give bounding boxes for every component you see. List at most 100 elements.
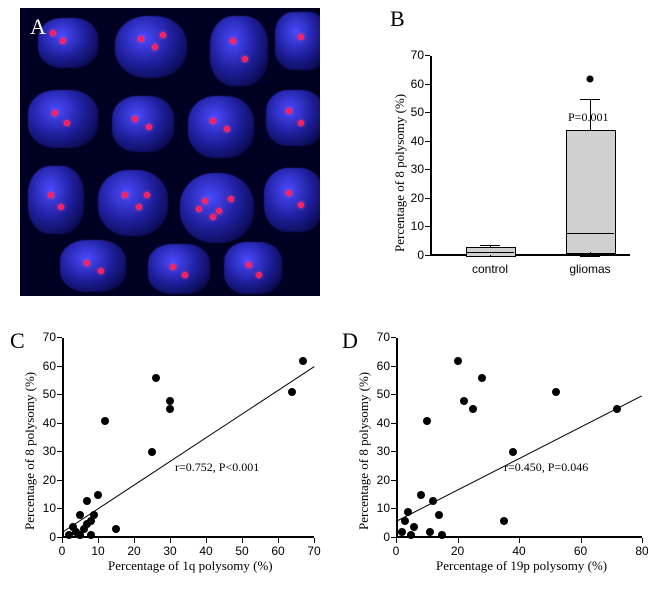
y-tick xyxy=(57,508,62,509)
y-tick xyxy=(57,366,62,367)
y-tick-label: 70 xyxy=(368,330,390,344)
x-tick xyxy=(242,538,243,543)
y-tick xyxy=(425,226,430,227)
chart-c-x-title: Percentage of 1q polysomy (%) xyxy=(108,558,273,574)
scatter-point xyxy=(148,448,156,456)
scatter-point xyxy=(552,388,560,396)
cell-nucleus xyxy=(148,244,210,294)
x-tick xyxy=(98,538,99,543)
x-tick-label: 20 xyxy=(448,544,468,558)
fish-signal-dot xyxy=(136,204,142,210)
cell-nucleus xyxy=(60,240,126,292)
fish-signal-dot xyxy=(60,38,66,44)
scatter-point xyxy=(460,397,468,405)
y-tick xyxy=(425,169,430,170)
x-axis xyxy=(430,254,630,256)
y-tick xyxy=(391,423,396,424)
x-tick-label: 0 xyxy=(52,544,72,558)
panel-b-boxplot: B 010203040506070controlgliomas Percenta… xyxy=(360,0,640,300)
fish-signal-dot xyxy=(64,120,70,126)
scatter-point xyxy=(423,417,431,425)
fish-signal-dot xyxy=(224,126,230,132)
chart-b-y-title: Percentage of 8 polysomy (%) xyxy=(392,94,408,252)
x-tick xyxy=(170,538,171,543)
y-tick-label: 70 xyxy=(402,48,424,62)
fish-signal-dot xyxy=(202,198,208,204)
x-tick-label: 80 xyxy=(632,544,648,558)
y-tick xyxy=(425,198,430,199)
x-tick xyxy=(642,538,643,543)
y-axis xyxy=(62,338,64,538)
panel-d-label: D xyxy=(342,328,358,354)
boxplot-category-label: gliomas xyxy=(560,262,620,276)
fish-signal-dot xyxy=(230,38,236,44)
y-tick xyxy=(425,255,430,256)
y-tick xyxy=(391,394,396,395)
panel-b-label: B xyxy=(390,6,405,32)
boxplot-cap xyxy=(580,256,600,257)
cell-nucleus xyxy=(275,12,320,70)
chart-d-stat: r=0.450, P=0.046 xyxy=(504,460,588,475)
fish-signal-dot xyxy=(144,192,150,198)
x-tick xyxy=(396,538,397,543)
boxplot-box xyxy=(566,130,616,253)
scatter-point xyxy=(469,405,477,413)
scatter-point xyxy=(410,523,418,531)
chart-d-y-title: Percentage of 8 polysomy (%) xyxy=(356,372,372,530)
fish-signal-dot xyxy=(48,192,54,198)
boxplot-cap xyxy=(580,99,600,100)
y-tick xyxy=(57,394,62,395)
fish-signal-dot xyxy=(256,272,262,278)
scatter-point xyxy=(438,531,446,539)
x-tick-label: 40 xyxy=(196,544,216,558)
y-tick-label: 0 xyxy=(368,530,390,544)
scatter-point xyxy=(454,357,462,365)
cell-nucleus xyxy=(28,166,84,234)
fish-signal-dot xyxy=(98,268,104,274)
y-tick xyxy=(425,55,430,56)
scatter-point xyxy=(101,417,109,425)
x-tick xyxy=(314,538,315,543)
y-tick xyxy=(391,366,396,367)
fish-signal-dot xyxy=(170,264,176,270)
cell-nucleus xyxy=(98,170,168,236)
y-tick-label: 60 xyxy=(368,359,390,373)
scatter-point xyxy=(398,528,406,536)
fish-signal-dot xyxy=(50,30,56,36)
cell-nucleus xyxy=(210,16,268,86)
regression-line xyxy=(62,367,315,534)
x-tick-label: 30 xyxy=(160,544,180,558)
x-tick-label: 70 xyxy=(304,544,324,558)
x-tick-label: 20 xyxy=(124,544,144,558)
fish-signal-dot xyxy=(228,196,234,202)
y-tick xyxy=(425,141,430,142)
chart-d-x-title: Percentage of 19p polysomy (%) xyxy=(436,558,607,574)
panel-a-label: A xyxy=(30,14,46,40)
boxplot-category-label: control xyxy=(460,262,520,276)
chart-c-y-title: Percentage of 8 polysomy (%) xyxy=(22,372,38,530)
cell-nucleus xyxy=(264,168,320,232)
fish-signal-dot xyxy=(138,36,144,42)
fish-signal-dot xyxy=(210,214,216,220)
x-tick xyxy=(458,538,459,543)
y-tick-label: 60 xyxy=(34,359,56,373)
fish-signal-dot xyxy=(152,44,158,50)
scatter-point xyxy=(83,497,91,505)
fish-signal-dot xyxy=(84,260,90,266)
scatter-point xyxy=(152,374,160,382)
x-tick xyxy=(206,538,207,543)
regression-line xyxy=(396,395,642,522)
scatter-point xyxy=(87,531,95,539)
y-tick-label: 70 xyxy=(34,330,56,344)
cell-nucleus xyxy=(28,90,98,148)
boxplot-outlier xyxy=(587,75,594,82)
scatter-point xyxy=(509,448,517,456)
fish-signal-dot xyxy=(122,192,128,198)
y-tick xyxy=(391,508,396,509)
boxplot-cap xyxy=(480,245,500,246)
y-tick xyxy=(391,480,396,481)
fish-signal-dot xyxy=(298,120,304,126)
scatter-point xyxy=(500,517,508,525)
x-tick-label: 0 xyxy=(386,544,406,558)
scatter-point xyxy=(478,374,486,382)
